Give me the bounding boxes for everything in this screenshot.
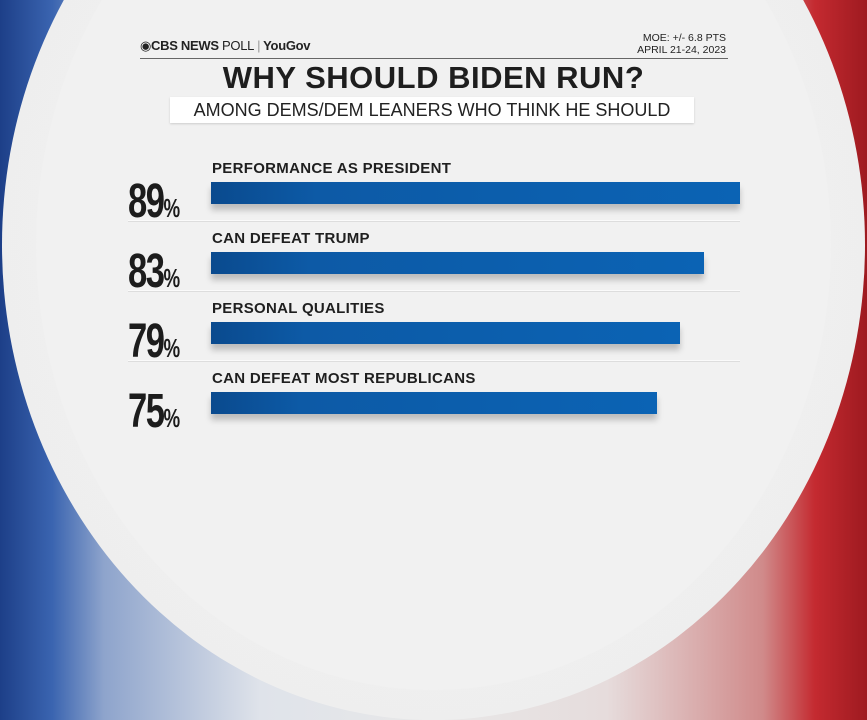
chart-title: WHY SHOULD BIDEN RUN? [222,60,645,95]
logo-yougov: YouGov [263,38,311,53]
bar [211,182,740,204]
value-label: 89% [128,175,181,228]
bar-row: 79% PERSONAL QUALITIES [0,300,867,378]
bar [211,392,657,414]
row-divider [128,220,740,221]
value-label: 79% [128,315,181,368]
category-label: PERSONAL QUALITIES [212,300,385,317]
logo-poll: POLL [222,38,255,53]
category-label: CAN DEFEAT MOST REPUBLICANS [212,370,476,387]
chart-subtitle: AMONG DEMS/DEM LEANERS WHO THINK HE SHOU… [170,97,694,123]
poll-dates: APRIL 21-24, 2023 [637,44,726,56]
cbs-eye-icon: ◉ [140,38,152,53]
header-rule [140,58,728,59]
row-divider [128,360,740,361]
cbs-yougov-logo: ◉CBS NEWS POLL | YouGov [140,38,311,53]
category-label: CAN DEFEAT TRUMP [212,230,370,247]
bar [211,252,705,274]
moe: MOE: +/- 6.8 PTS [642,32,726,44]
bar [211,322,681,344]
value-label: 83% [128,245,181,298]
bar-row: 89% PERFORMANCE AS PRESIDENT [0,160,867,238]
poll-graphic: ◉CBS NEWS POLL | YouGov MOE: +/- 6.8 PTS A… [0,32,867,448]
logo-cbs: CBS NEWS [151,38,219,53]
bar-row: 75% CAN DEFEAT MOST REPUBLICANS [0,370,867,448]
bar-row: 83% CAN DEFEAT TRUMP [0,230,867,308]
value-label: 75% [128,385,181,438]
row-divider [128,290,740,291]
category-label: PERFORMANCE AS PRESIDENT [212,160,452,177]
poll-meta: MOE: +/- 6.8 PTS APRIL 21-24, 2023 [637,32,726,56]
